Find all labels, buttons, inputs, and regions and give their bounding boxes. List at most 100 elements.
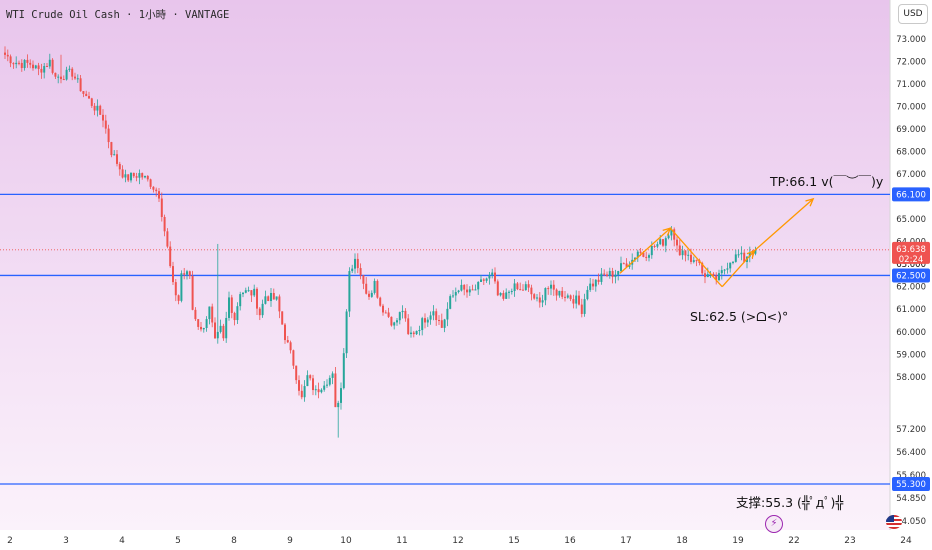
candle-body (292, 350, 295, 366)
candle-body (250, 290, 253, 296)
candle-body (15, 62, 18, 65)
y-tick-label: 70.000 (896, 103, 926, 113)
candle-body (102, 114, 104, 121)
candle-body (334, 373, 337, 408)
candle-body (48, 59, 51, 67)
candle-body (253, 288, 256, 296)
candle-body (244, 290, 247, 293)
y-tick-label: 54.850 (896, 494, 926, 504)
candle-body (107, 128, 110, 143)
arrow-drawings[interactable] (619, 197, 815, 288)
candle-body (79, 78, 82, 92)
candle-body (331, 373, 334, 378)
candle-body (418, 330, 421, 332)
candle-body (6, 54, 9, 57)
candle-body (396, 320, 398, 323)
candle-body (104, 120, 107, 129)
candle-body (667, 235, 670, 239)
candle-body (93, 105, 96, 111)
candle-body (580, 304, 583, 314)
candle-body (676, 239, 678, 246)
x-tick-label: 15 (508, 536, 519, 546)
support-label[interactable]: 支撑:55.3 (╬ﾟдﾟ)╬ (736, 495, 843, 510)
candle-body (275, 296, 278, 300)
candle-body (452, 295, 454, 297)
candle-body (645, 256, 648, 258)
horizontal-levels[interactable] (0, 193, 890, 485)
candle-body (743, 252, 746, 262)
candle-body (558, 290, 561, 296)
us-flag-icon[interactable] (886, 515, 902, 529)
candle-body (606, 274, 608, 276)
candle-body (130, 172, 132, 181)
candle-body (116, 154, 118, 164)
candle-body (508, 291, 510, 293)
candle-body (379, 297, 382, 306)
y-tick-label: 56.400 (896, 448, 926, 458)
candle-body (281, 311, 284, 325)
candle-body (138, 173, 141, 178)
stop-loss-label[interactable]: SL:62.5 (>ᗝ<)° (690, 309, 789, 324)
candle-body (320, 389, 323, 393)
candle-body (345, 311, 348, 354)
candle-body (99, 105, 102, 115)
candle-body (68, 68, 71, 70)
candle-body (664, 238, 667, 246)
candle-body (718, 273, 720, 281)
candle-body (401, 310, 404, 313)
candle-body (74, 76, 76, 79)
candle-body (214, 322, 216, 339)
candle-body (513, 283, 516, 292)
time-axis-background[interactable] (0, 530, 932, 550)
candle-body (348, 271, 351, 312)
candle-body (404, 310, 407, 319)
candle-body (121, 169, 124, 178)
candle-body (583, 299, 586, 314)
candle-body (544, 288, 547, 301)
candle-body (219, 325, 222, 332)
candle-body (432, 311, 435, 316)
candle-body (183, 273, 186, 275)
candle-body (20, 62, 23, 69)
take-profit-label[interactable]: TP:66.1 v(￣︶￣)y (770, 174, 884, 189)
y-tick-label: 68.000 (896, 148, 926, 158)
price-axis-background[interactable] (890, 0, 932, 530)
candle-body (390, 316, 393, 326)
candle-body (704, 273, 706, 278)
arrow-segment (753, 198, 814, 252)
candle-body (524, 284, 527, 291)
level-badge (892, 268, 930, 283)
currency-button[interactable]: USD (898, 4, 928, 24)
candle-body (734, 254, 737, 262)
x-tick-label: 16 (564, 536, 576, 546)
chart-title: WTI Crude Oil Cash · 1小時 · VANTAGE (6, 9, 230, 21)
candle-body (480, 279, 482, 282)
arrow-head (805, 197, 815, 207)
candle-body (589, 283, 592, 290)
candle-body (146, 176, 149, 180)
candle-body (550, 284, 552, 289)
candle-body (124, 174, 127, 178)
candle-body (491, 272, 494, 275)
candle-body (754, 249, 757, 254)
candle-body (438, 320, 440, 322)
candle-body (440, 320, 443, 328)
candle-body (642, 252, 645, 257)
level-badge-label: 62.500 (896, 271, 926, 281)
candle-body (407, 318, 410, 335)
candle-body (40, 68, 43, 73)
candle-body (163, 216, 166, 232)
candle-body (71, 68, 74, 77)
candle-body (463, 284, 466, 290)
candle-body (54, 72, 57, 77)
candle-body (720, 270, 723, 274)
candle-body (132, 172, 135, 177)
x-tick-label: 5 (175, 536, 181, 546)
candle-body (9, 56, 12, 64)
candle-body (264, 296, 267, 304)
candle-body (272, 293, 275, 300)
y-tick-label: 65.000 (896, 215, 926, 225)
candle-body (309, 375, 312, 379)
lightning-icon[interactable]: ⚡ (765, 515, 783, 533)
